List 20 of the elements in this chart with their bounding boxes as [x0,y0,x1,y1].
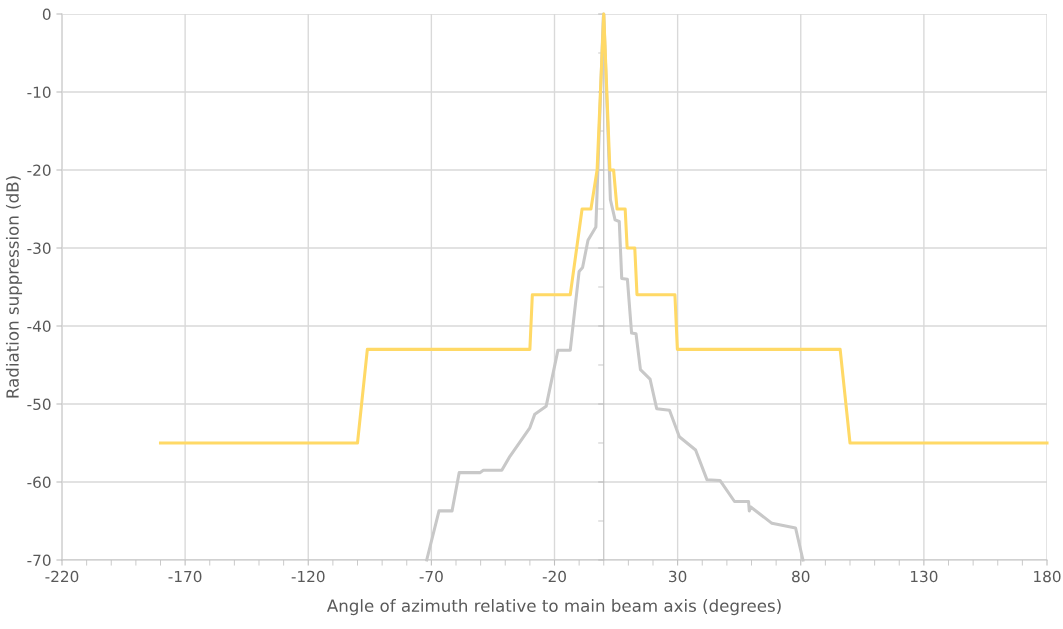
x-axis-title: Angle of azimuth relative to main beam axis (degrees) [326,599,781,616]
y-tick-label: -70 [27,554,51,567]
x-tick-label: 30 [669,570,687,583]
x-tick-label: -220 [45,570,79,583]
y-tick-label: 0 [42,8,51,21]
y-tick-label: -20 [27,164,51,177]
y-tick-label: -40 [27,320,51,333]
y-tick-label: -60 [27,476,51,489]
y-tick-label: -30 [27,242,51,255]
x-tick-label: 80 [792,570,810,583]
y-tick-label: -10 [27,86,51,99]
x-tick-label: 130 [910,570,938,583]
y-axis-title: Radiation suppression (dB) [5,176,23,398]
line-series [158,12,1049,445]
y-tick-label: -50 [27,398,51,411]
x-tick-label: -70 [419,570,443,583]
x-tick-label: -20 [542,570,566,583]
x-tick-label: 180 [1034,570,1061,583]
x-tick-label: -120 [291,570,325,583]
x-tick-label: -170 [168,570,202,583]
